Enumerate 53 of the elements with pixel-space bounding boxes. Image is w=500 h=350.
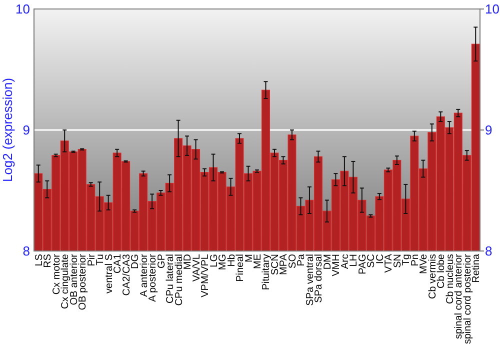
x-tick-label: Pituitary (261, 254, 272, 290)
y-tick-label: 9 (22, 122, 30, 138)
x-tick-label: CPu medial (174, 254, 185, 306)
x-tick-label: SPa dorsal (314, 254, 325, 303)
x-tick-label: Pa (296, 254, 308, 266)
x-tick-label: MPA (278, 254, 290, 275)
y2-tick-label: 10 (485, 2, 500, 17)
x-tick-label: LG (208, 254, 220, 268)
x-tick-label: VMH (331, 254, 342, 276)
x-tick-label: Pir (86, 253, 98, 266)
x-tick-label: PAG (357, 254, 368, 274)
x-tick-label: Cb vermis (427, 254, 438, 300)
x-tick-label: Hb (226, 254, 238, 267)
y-axis-title: Log2 (expression) (0, 78, 15, 182)
x-tick-label: ventral S (104, 254, 115, 294)
x-tick-label: ME (252, 254, 264, 269)
x-tick-label: SO (287, 254, 298, 268)
x-tick-label: LS (34, 254, 45, 266)
x-tick-label: IC (374, 254, 386, 264)
x-tick-label: GP (156, 254, 168, 268)
x-tick-label: Arc (340, 254, 351, 269)
y2-tick-label: 8 (485, 244, 492, 259)
x-tick-label: CA1 (112, 254, 124, 274)
x-tick-label: CA2/CA3 (121, 254, 132, 296)
x-tick-label: spinal cord anterior (454, 253, 465, 340)
x-tick-label: DG (130, 254, 142, 269)
x-tick-label: Pn (410, 254, 421, 266)
y-tick-label: 10 (16, 2, 30, 17)
y2-tick-label: 9 (485, 122, 492, 138)
x-tick-label: SCN (270, 254, 281, 276)
x-tick-label: Pineal (235, 254, 246, 282)
x-tick-label: Cb nucleus (444, 254, 456, 304)
x-tick-label: MVe (418, 254, 430, 274)
x-tick-label: OB anterior (68, 253, 80, 306)
y-tick-label: 8 (22, 244, 30, 259)
x-tick-label: A anterior (138, 253, 150, 297)
x-tick-label: RS (42, 254, 54, 268)
x-tick-label: Retina (471, 254, 482, 283)
x-tick-label: Tg (401, 254, 412, 266)
x-tick-label: SN (392, 254, 404, 268)
x-tick-label: SPa ventral (304, 254, 316, 306)
x-tick-label: OB posterior (78, 253, 89, 310)
x-tick-label: M (244, 254, 255, 262)
x-tick-label: A posterior (148, 253, 159, 302)
x-tick-label: Cx cingulate (60, 254, 72, 310)
x-tick-label: Tu (95, 254, 106, 266)
x-tick-label: Cb lobe (436, 254, 448, 288)
x-tick-label: VPM/VPL (200, 254, 212, 298)
x-tick-label: LH (348, 254, 360, 267)
x-tick-label: spinal cord posterior (462, 253, 474, 344)
x-tick-label: SC (366, 254, 378, 268)
x-tick-label: VTA (384, 254, 395, 273)
x-tick-label: DM (322, 254, 334, 270)
